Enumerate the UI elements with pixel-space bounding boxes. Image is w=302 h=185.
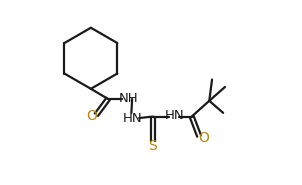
Text: O: O: [198, 131, 209, 145]
Text: O: O: [86, 109, 97, 123]
Text: HN: HN: [165, 109, 185, 122]
Text: NH: NH: [119, 92, 138, 105]
Text: S: S: [149, 139, 157, 153]
Text: HN: HN: [123, 112, 143, 125]
